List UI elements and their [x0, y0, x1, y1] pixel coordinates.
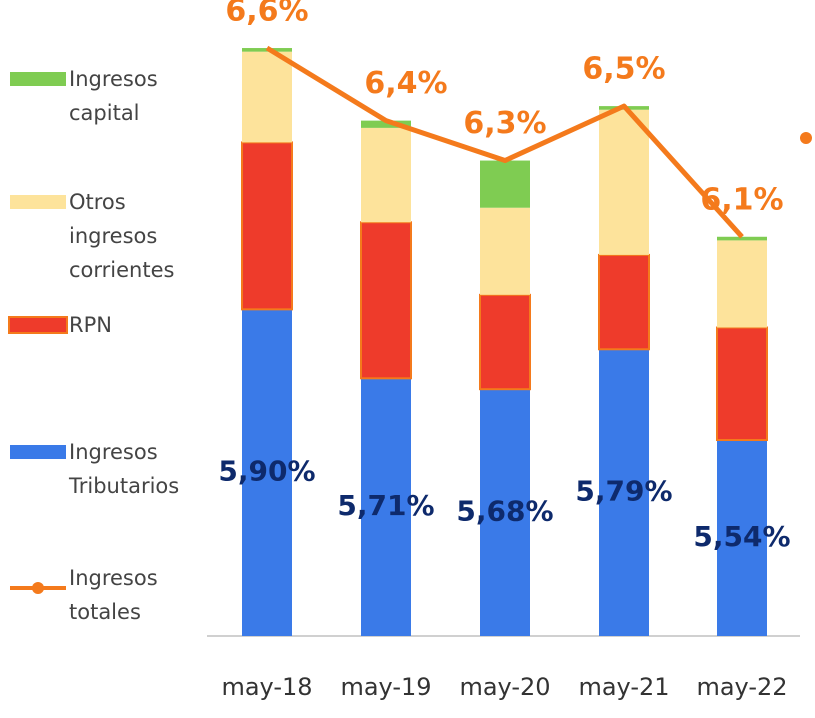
- line-label: 6,6%: [225, 0, 308, 29]
- legend-swatch: [8, 316, 68, 334]
- decor-dot: [800, 132, 812, 144]
- bar-segment: [360, 221, 412, 380]
- bar-segment: [598, 253, 650, 351]
- legend-label: Ingresos Tributarios: [69, 440, 180, 498]
- legend-label: Ingresos totales: [69, 566, 158, 624]
- total-line: [265, 45, 744, 239]
- x-tick-label: may-22: [696, 673, 787, 701]
- line-label: 6,5%: [582, 52, 665, 87]
- legend-swatch: [10, 445, 66, 459]
- bar-segment: [242, 309, 292, 636]
- bar-segment: [716, 326, 768, 442]
- legend-label: Ingresos capital: [69, 67, 158, 125]
- legend-line: [10, 582, 66, 594]
- bar-segment: [361, 378, 411, 636]
- value-label: 5,90%: [218, 455, 315, 488]
- x-tick-label: may-18: [221, 673, 312, 701]
- value-label: 5,54%: [693, 520, 790, 553]
- value-label: 5,68%: [456, 495, 553, 528]
- line-label: 6,1%: [700, 182, 783, 217]
- legend-swatch: [10, 72, 66, 86]
- legend-item: Otros ingresos corrientes: [10, 185, 174, 287]
- value-label: 5,79%: [575, 475, 672, 508]
- value-label: 5,71%: [337, 489, 434, 522]
- bar-segment: [241, 141, 293, 311]
- bar-segment: [717, 236, 767, 241]
- bar-segment: [361, 127, 411, 223]
- x-tick-label: may-20: [459, 673, 550, 701]
- bar-segment: [599, 349, 649, 636]
- legend-swatch: [10, 571, 66, 594]
- legend-item: Ingresos Tributarios: [10, 435, 179, 503]
- bar-segment: [599, 109, 649, 255]
- bar-segment: [717, 440, 767, 636]
- bar-segment: [242, 51, 292, 143]
- bar-segment: [480, 389, 530, 636]
- bar-segment: [480, 207, 530, 295]
- legend-item: RPN: [8, 308, 145, 342]
- bar-segment: [480, 160, 530, 208]
- line-label: 6,4%: [364, 66, 447, 101]
- legend-label: RPN: [69, 313, 112, 337]
- line-label: 6,3%: [463, 106, 546, 141]
- legend-label: Otros ingresos corrientes: [69, 190, 175, 282]
- legend-item: Ingresos totales: [10, 561, 158, 629]
- bar-segment: [717, 240, 767, 328]
- bar-segment: [361, 120, 411, 128]
- legend-item: Ingresos capital: [10, 62, 158, 130]
- bar-segment: [479, 293, 531, 391]
- legend-swatch: [10, 195, 66, 209]
- x-tick-label: may-19: [340, 673, 431, 701]
- x-tick-label: may-21: [578, 673, 669, 701]
